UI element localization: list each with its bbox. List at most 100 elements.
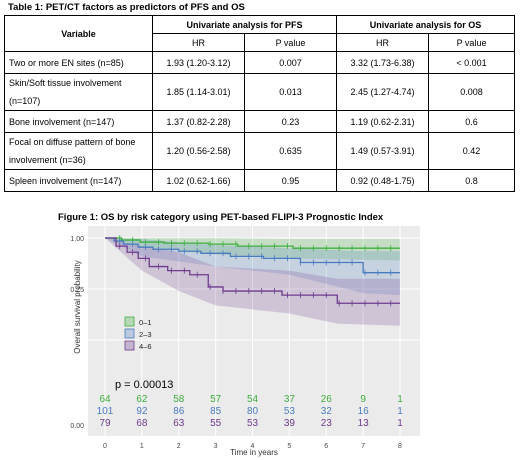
pet-ct-table: Variable Univariate analysis for PFS Uni… <box>4 15 516 192</box>
y-axis-label: Overall survival probability <box>73 260 82 353</box>
cell-os-p: 0.8 <box>428 169 516 192</box>
risk-value: 54 <box>247 394 259 405</box>
cell-variable: Bone involvement (n=147) <box>4 110 153 133</box>
cell-variable: Spleen involvement (n=147) <box>4 169 153 192</box>
plot-panel <box>88 226 420 436</box>
cell-variable: Focal on diffuse pattern of bone involve… <box>4 132 153 170</box>
cell-pfs-p: 0.635 <box>243 132 338 170</box>
x-axis-label: Time in years <box>230 448 278 457</box>
legend-swatch <box>124 328 135 339</box>
legend-swatch <box>124 340 135 351</box>
survival-curve <box>105 237 400 249</box>
header-os-p: P value <box>428 33 516 52</box>
cell-variable: Skin/Soft tissue involvement (n=107) <box>4 73 153 111</box>
cell-os-p: 0.6 <box>428 110 516 133</box>
risk-value: 55 <box>210 418 222 429</box>
risk-value: 80 <box>247 406 259 417</box>
x-tick-label: 0 <box>103 443 107 450</box>
cell-pfs-hr: 1.37 (0.82-2.28) <box>152 110 245 133</box>
x-tick-label: 4 <box>251 443 255 450</box>
risk-value: 9 <box>360 394 366 405</box>
cell-os-p: 0.42 <box>428 132 516 170</box>
risk-value: 32 <box>321 406 333 417</box>
cell-pfs-hr: 1.85 (1.14-3.01) <box>152 73 245 111</box>
cell-os-hr: 1.49 (0.57-3.91) <box>336 132 430 170</box>
cell-os-hr: 1.19 (0.62-2.31) <box>336 110 430 133</box>
header-os-group: Univariate analysis for OS <box>336 15 516 34</box>
y-axis: 1.00 0.75 0.00 <box>70 236 84 430</box>
risk-value: 86 <box>173 406 185 417</box>
confidence-bands <box>105 238 400 326</box>
legend-swatch <box>124 316 135 327</box>
header-pfs-p: P value <box>243 33 338 52</box>
survival-curves <box>105 235 400 307</box>
risk-value: 92 <box>136 406 148 417</box>
cell-os-hr: 3.32 (1.73-6.38) <box>336 51 430 74</box>
table-row: Skin/Soft tissue involvement (n=107) 1.8… <box>4 73 516 111</box>
cell-pfs-p: 0.007 <box>243 51 338 74</box>
cell-pfs-p: 0.013 <box>243 73 338 111</box>
ci-band <box>105 238 400 326</box>
y-tick-label: 1.00 <box>70 236 84 243</box>
y-tick-label: 0.00 <box>70 423 84 430</box>
risk-value: 58 <box>173 394 185 405</box>
legend: 0–1 2–3 4–6 <box>124 316 152 351</box>
table-row: Bone involvement (n=147) 1.37 (0.82-2.28… <box>4 110 516 133</box>
legend-label: 0–1 <box>139 318 152 327</box>
risk-value: 64 <box>99 394 111 405</box>
risk-value: 53 <box>284 406 296 417</box>
x-axis: 0 1 2 3 4 5 6 7 8 <box>103 443 402 450</box>
risk-value: 1 <box>397 418 403 429</box>
cell-pfs-hr: 1.93 (1.20-3.12) <box>152 51 245 74</box>
risk-value: 13 <box>358 418 370 429</box>
header-os-hr: HR <box>336 33 430 52</box>
risk-value: 37 <box>284 394 296 405</box>
risk-value: 101 <box>97 406 114 417</box>
risk-value: 85 <box>210 406 222 417</box>
figure-title: Figure 1: OS by risk category using PET-… <box>58 212 384 223</box>
risk-value: 68 <box>136 418 148 429</box>
cell-variable: Two or more EN sites (n=85) <box>4 51 153 74</box>
risk-value: 1 <box>397 406 403 417</box>
header-pfs-group: Univariate analysis for PFS <box>151 15 338 34</box>
risk-value: 53 <box>247 418 259 429</box>
table-row: Two or more EN sites (n=85) 1.93 (1.20-3… <box>4 51 516 74</box>
risk-value: 1 <box>397 394 403 405</box>
cell-os-p: 0.008 <box>428 73 516 111</box>
risk-value: 63 <box>173 418 185 429</box>
risk-value: 57 <box>210 394 222 405</box>
cell-os-hr: 2.45 (1.27-4.74) <box>336 73 430 111</box>
risk-value: 62 <box>136 394 148 405</box>
x-tick-label: 2 <box>177 443 181 450</box>
cell-pfs-hr: 1.20 (0.56-2.58) <box>152 132 245 170</box>
legend-label: 4–6 <box>139 342 152 351</box>
legend-label: 2–3 <box>139 330 152 339</box>
risk-value: 26 <box>321 394 333 405</box>
x-tick-label: 3 <box>214 443 218 450</box>
cell-pfs-p: 0.23 <box>243 110 338 133</box>
p-value-label: p = 0.00013 <box>115 379 173 391</box>
header-pfs-hr: HR <box>152 33 245 52</box>
x-tick-label: 5 <box>287 443 291 450</box>
table-row: Spleen involvement (n=147) 1.02 (0.62-1.… <box>4 169 516 192</box>
cell-pfs-p: 0.95 <box>243 169 338 192</box>
y-tick-label: 0.75 <box>70 287 84 294</box>
survival-curve <box>105 237 400 304</box>
cell-os-p: < 0.001 <box>428 51 516 74</box>
table-row: Focal on diffuse pattern of bone involve… <box>4 132 516 170</box>
cell-pfs-hr: 1.02 (0.62-1.66) <box>152 169 245 192</box>
table-title: Table 1: PET/CT factors as predictors of… <box>8 2 245 13</box>
risk-value: 23 <box>321 418 333 429</box>
risk-value: 39 <box>284 418 296 429</box>
x-tick-label: 1 <box>140 443 144 450</box>
cell-os-hr: 0.92 (0.48-1.75) <box>336 169 430 192</box>
risk-value: 79 <box>99 418 111 429</box>
x-tick-label: 6 <box>324 443 328 450</box>
risk-value: 16 <box>358 406 370 417</box>
x-tick-label: 8 <box>398 443 402 450</box>
ci-band <box>105 238 400 296</box>
header-variable: Variable <box>4 15 153 52</box>
x-tick-label: 7 <box>361 443 365 450</box>
